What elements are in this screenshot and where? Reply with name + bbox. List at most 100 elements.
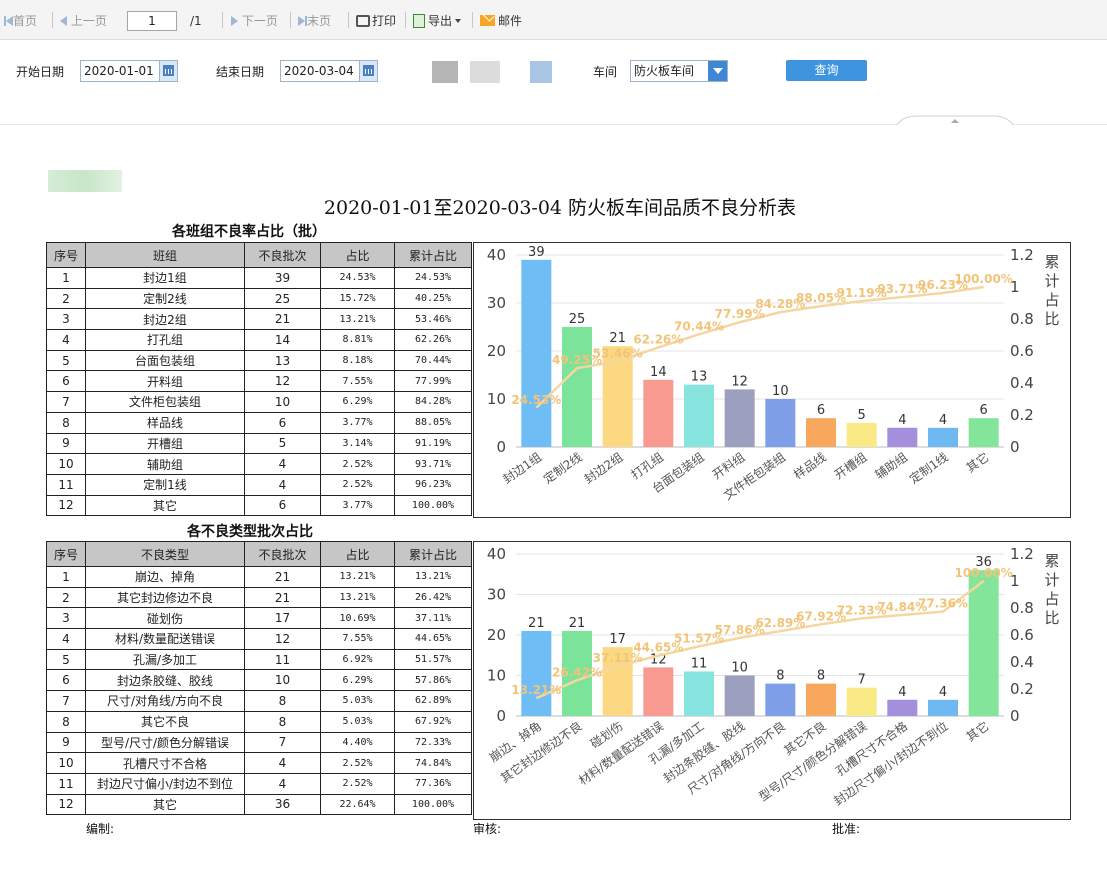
table-row: 6 开料组 12 7.55% 77.99% xyxy=(46,370,472,393)
report-title: 2020-01-01至2020-03-04 防火板车间品质不良分析表 xyxy=(323,197,797,219)
end-date-input[interactable]: 2020-03-04 xyxy=(280,60,378,82)
last-page-button[interactable]: 末页 xyxy=(298,13,331,29)
table-header-row: 序号 班组 不良批次 占比 累计占比 xyxy=(46,242,472,268)
table-cell: 13 xyxy=(244,349,321,372)
table-row: 10 辅助组 4 2.52% 93.71% xyxy=(46,453,472,475)
table-cell: 5 xyxy=(46,648,86,671)
bar xyxy=(887,699,918,716)
table-cell: 封边2组 xyxy=(85,308,245,331)
page-number-input[interactable]: 1 xyxy=(127,11,177,31)
table-cell: 13.21% xyxy=(394,566,472,588)
table-cell: 定制1线 xyxy=(85,473,245,496)
next-page-button[interactable]: 下一页 xyxy=(231,13,278,29)
cumulative-label: 44.65% xyxy=(633,641,683,655)
table-cell: 51.57% xyxy=(394,648,472,671)
bar xyxy=(928,699,958,716)
table-cell: 77.36% xyxy=(394,772,472,795)
table-cell: 文件柜包装组 xyxy=(85,391,245,413)
start-date-input[interactable]: 2020-01-01 xyxy=(80,60,178,82)
start-calendar-icon[interactable] xyxy=(159,61,177,81)
prev-page-button[interactable]: 上一页 xyxy=(60,13,107,29)
start-date-label: 开始日期 xyxy=(16,65,65,79)
table-cell: 72.33% xyxy=(394,731,472,754)
table-cell: 8 xyxy=(46,710,86,733)
defect-type-table: 序号 不良类型 不良批次 占比 累计占比 1 崩边、掉角 21 13.21% 13.21… xyxy=(46,541,472,816)
table-cell: 25 xyxy=(244,287,321,310)
table-cell: 93.71% xyxy=(394,453,472,475)
last-page-icon xyxy=(298,16,305,26)
table-cell: 型号/尺寸/颜色分解错误 xyxy=(85,731,245,754)
table-cell: 13.21% xyxy=(320,566,395,588)
bar-value-label: 21 xyxy=(569,616,586,631)
x-tick-label: 封边1组 xyxy=(500,450,544,486)
cumulative-label: 53.46% xyxy=(593,346,643,360)
report-toolbar: 首页 上一页 1 /1 下一页 末页 打印 导出 邮件 xyxy=(0,0,1107,40)
bar-value-label: 4 xyxy=(898,413,906,428)
table-cell: 封边条胶缝、胶线 xyxy=(85,669,245,692)
bar-value-label: 21 xyxy=(609,331,626,346)
table-cell: 台面包装组 xyxy=(85,349,245,372)
table-cell: 88.05% xyxy=(394,411,472,434)
first-page-button[interactable]: 首页 xyxy=(4,13,37,29)
table-cell: 8.18% xyxy=(320,349,395,372)
table-cell: 24.53% xyxy=(320,267,395,289)
y2-axis-title: 累 xyxy=(1044,552,1059,570)
table-cell: 1 xyxy=(46,566,86,588)
print-button[interactable]: 打印 xyxy=(356,13,396,29)
bar xyxy=(765,399,796,447)
table-cell: 10.69% xyxy=(320,607,395,630)
table-cell: 4 xyxy=(244,772,321,795)
table-cell: 7.55% xyxy=(320,370,395,393)
chevron-down-icon xyxy=(455,19,462,23)
bar-value-label: 4 xyxy=(939,685,947,700)
bar-value-label: 6 xyxy=(980,403,988,418)
bar-value-label: 10 xyxy=(772,384,789,399)
table-cell: 其它封边修边不良 xyxy=(85,586,245,609)
workshop-label: 车间 xyxy=(593,65,618,79)
mail-button[interactable]: 邮件 xyxy=(480,13,522,29)
y2-tick-label: 0.6 xyxy=(1010,342,1034,360)
blurred-label xyxy=(432,61,458,83)
y2-tick-label: 0.4 xyxy=(1010,653,1034,671)
table-cell: 2.52% xyxy=(320,752,395,774)
query-button[interactable]: 查询 xyxy=(786,60,867,81)
table-cell: 7 xyxy=(46,391,86,413)
bar xyxy=(846,423,877,447)
table-cell: 开槽组 xyxy=(85,432,245,455)
prev-page-icon xyxy=(60,16,67,26)
table-cell: 1 xyxy=(46,267,86,289)
cumulative-label: 77.99% xyxy=(715,307,765,321)
table-row: 5 孔漏/多加工 11 6.92% 51.57% xyxy=(46,648,472,671)
bar-value-label: 39 xyxy=(528,245,545,260)
table-cell: 74.84% xyxy=(394,752,472,774)
table-row: 1 封边1组 39 24.53% 24.53% xyxy=(46,267,472,289)
table-cell: 样品线 xyxy=(85,411,245,434)
bar xyxy=(684,671,714,716)
table-cell: 13.21% xyxy=(320,586,395,609)
table-cell: 14 xyxy=(244,329,321,351)
cumulative-label: 77.36% xyxy=(918,597,968,611)
table-cell: 8.81% xyxy=(320,329,395,351)
y2-axis-title: 占 xyxy=(1044,291,1059,309)
cumulative-line xyxy=(535,285,984,409)
reviewer-label: 审核: xyxy=(473,822,502,836)
chevron-down-icon[interactable] xyxy=(708,61,727,81)
cumulative-label: 51.57% xyxy=(674,631,724,645)
export-icon xyxy=(413,14,425,28)
column-header: 不良类型 xyxy=(85,541,245,567)
end-calendar-icon[interactable] xyxy=(359,61,377,81)
workshop-select[interactable]: 防火板车间 xyxy=(630,60,728,82)
bar-value-label: 8 xyxy=(776,669,784,684)
bar xyxy=(887,427,918,447)
x-tick-label: 样品线 xyxy=(791,449,829,482)
bar-value-label: 10 xyxy=(731,661,748,676)
cumulative-label: 91.19% xyxy=(837,286,887,300)
x-tick-label: 其它 xyxy=(963,718,991,744)
collapse-panel-tab[interactable] xyxy=(895,112,1015,126)
defect-section-title: 各不良类型批次占比 xyxy=(187,524,313,540)
bar-value-label: 4 xyxy=(898,685,906,700)
bar-value-label: 21 xyxy=(528,616,545,631)
bar xyxy=(521,259,552,447)
table-cell: 封边1组 xyxy=(85,267,245,289)
export-button[interactable]: 导出 xyxy=(413,13,462,29)
